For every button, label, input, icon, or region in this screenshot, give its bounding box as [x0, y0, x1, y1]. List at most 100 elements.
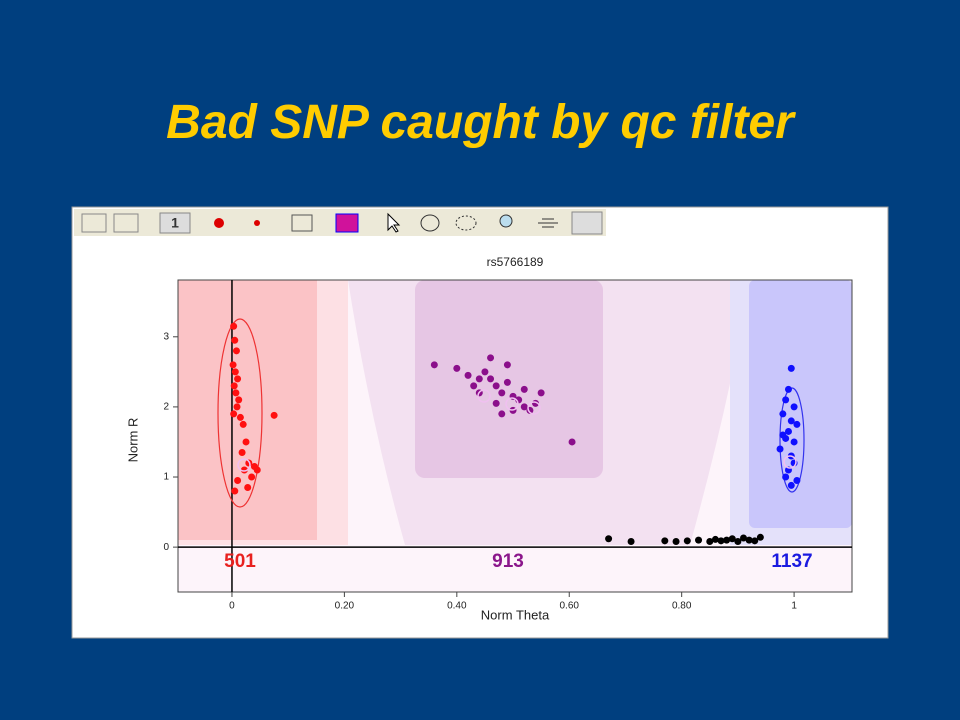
point [627, 538, 635, 546]
point [711, 535, 719, 543]
point [253, 466, 261, 474]
point [239, 420, 247, 428]
y-tick-label: 2 [163, 402, 169, 413]
cluster-count: 501 [224, 551, 256, 572]
point [661, 537, 669, 545]
tool-icon[interactable] [254, 220, 260, 226]
slide-title: Bad SNP caught by qc filter [166, 96, 794, 149]
point [503, 378, 511, 386]
point [793, 420, 801, 428]
point [498, 389, 506, 397]
point [229, 361, 237, 369]
point [683, 537, 691, 545]
point [740, 534, 748, 542]
x-tick-label: 0.20 [335, 601, 355, 612]
cluster-region [415, 280, 603, 478]
point [503, 361, 511, 369]
point [230, 382, 238, 390]
tool-icon[interactable] [420, 214, 440, 232]
point [492, 399, 500, 407]
point [236, 413, 244, 421]
point [233, 403, 241, 411]
point [464, 371, 472, 379]
tool-icon[interactable] [499, 214, 513, 228]
x-axis-label: Norm Theta [481, 607, 550, 622]
point [782, 473, 790, 481]
point [776, 445, 784, 453]
point [470, 382, 478, 390]
point [487, 354, 495, 362]
point [242, 438, 250, 446]
plot-frame [177, 279, 853, 593]
x-tick-label: 0.60 [560, 601, 580, 612]
tool-icon[interactable] [113, 213, 139, 233]
tool-label: 1 [171, 215, 179, 231]
point [787, 481, 795, 489]
tool-icon[interactable] [214, 218, 224, 228]
point [430, 361, 438, 369]
point [723, 536, 731, 544]
cluster-centre [783, 455, 797, 469]
point [234, 477, 242, 485]
tool-icon[interactable] [81, 213, 107, 233]
cluster-centre [527, 401, 541, 415]
point [568, 438, 576, 446]
cluster-count: 913 [492, 551, 524, 572]
point [498, 410, 506, 418]
point [605, 535, 613, 543]
point [248, 473, 256, 481]
point [784, 427, 792, 435]
point [695, 536, 703, 544]
point [453, 364, 461, 372]
point [787, 417, 795, 425]
y-tick-label: 1 [163, 472, 169, 483]
point [244, 484, 252, 492]
toolbar: 1 [74, 209, 606, 236]
point [787, 364, 795, 372]
point [232, 347, 240, 355]
cluster-ellipse [779, 387, 805, 493]
point [270, 411, 278, 419]
point [751, 537, 759, 545]
point [475, 375, 483, 383]
point [745, 536, 753, 544]
plot [177, 279, 853, 593]
point [706, 538, 714, 546]
y-tick-label: 0 [163, 542, 169, 553]
tool-icon[interactable] [335, 213, 359, 233]
tool-icon[interactable] [455, 215, 477, 231]
point [520, 403, 528, 411]
x-tick-label: 0.80 [672, 601, 692, 612]
point [232, 389, 240, 397]
tool-icon[interactable] [387, 212, 401, 233]
tool-button[interactable] [571, 211, 603, 235]
point [230, 410, 238, 418]
tool-button[interactable] [159, 212, 191, 234]
point [492, 382, 500, 390]
point [672, 538, 680, 546]
cluster-count: 1137 [771, 551, 812, 572]
tool-icon[interactable] [538, 218, 558, 228]
point [734, 538, 742, 546]
point [520, 385, 528, 393]
y-tick-label: 3 [163, 331, 169, 342]
point [790, 403, 798, 411]
point [793, 477, 801, 485]
point [782, 396, 790, 404]
point [235, 396, 243, 404]
point [790, 438, 798, 446]
point [784, 385, 792, 393]
point [779, 431, 787, 439]
cluster-centre [505, 397, 519, 411]
y-axis-label: Norm R [125, 418, 140, 463]
point [234, 375, 242, 383]
point [231, 487, 239, 495]
x-tick-label: 1 [791, 601, 797, 612]
tool-icon[interactable] [291, 214, 313, 232]
point [717, 537, 725, 545]
point [779, 410, 787, 418]
point [230, 322, 238, 330]
point [231, 336, 239, 344]
x-tick-label: 0.40 [447, 601, 467, 612]
